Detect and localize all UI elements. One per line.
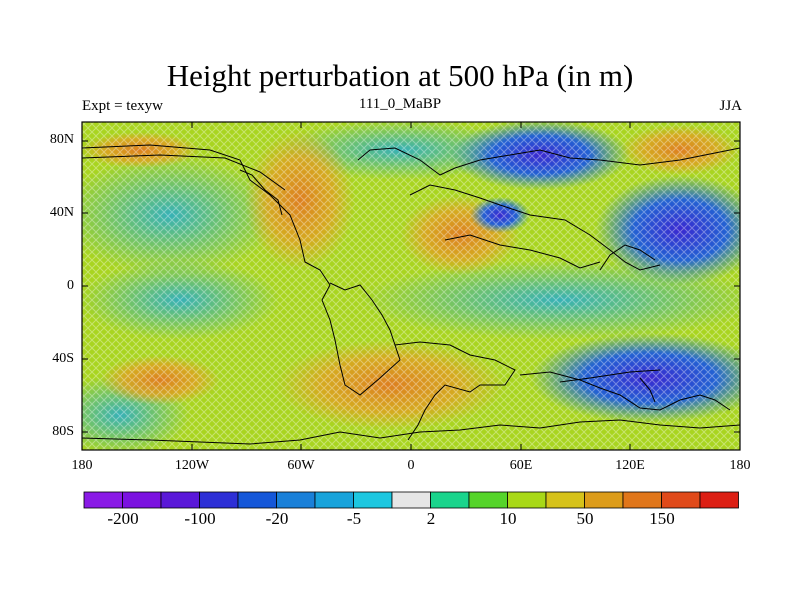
lat-tick-0: 0 — [67, 278, 74, 293]
colorbar-swatch — [199, 491, 239, 509]
lon-tick-120e: 120E — [615, 458, 645, 473]
map-field — [82, 122, 740, 450]
axis-ticks — [82, 122, 740, 450]
lon-tick-180w: 180 — [71, 458, 93, 473]
lon-tick-180e: 180 — [729, 458, 751, 473]
lat-tick-80n: 80N — [49, 132, 74, 147]
colorbar-swatch — [584, 491, 624, 509]
colorbar-swatch — [430, 491, 470, 509]
lat-tick-40s: 40S — [52, 351, 74, 366]
lon-tick-60w: 60W — [287, 458, 315, 473]
experiment-label: Expt = texyw — [82, 98, 163, 114]
colorbar-swatch — [83, 491, 123, 509]
colorbar-swatch — [468, 491, 508, 509]
colorbar-swatch — [545, 491, 585, 509]
colorbar-label: 2 — [426, 509, 436, 528]
colorbar-label: -200 — [107, 509, 139, 528]
colorbar-swatch — [353, 491, 393, 509]
colorbar-swatch — [622, 491, 662, 509]
lon-tick-120w: 120W — [174, 458, 210, 473]
lon-tick-0: 0 — [407, 458, 415, 473]
colorbar-label: -20 — [265, 509, 289, 528]
colorbar-swatch — [661, 491, 701, 509]
colorbar-label: -5 — [346, 509, 362, 528]
colorbar-swatch — [160, 491, 200, 509]
period-label: 111_0_MaBP — [358, 96, 442, 112]
colorbar — [83, 491, 739, 509]
map-title: Height perturbation at 500 hPa (in m) — [166, 58, 634, 93]
colorbar-swatch — [699, 491, 739, 509]
colorbar-swatch — [314, 491, 354, 509]
colorbar-swatch — [122, 491, 162, 509]
colorbar-label: 50 — [576, 509, 594, 528]
colorbar-swatch — [507, 491, 547, 509]
lat-tick-80s: 80S — [52, 424, 74, 439]
coastline — [82, 144, 740, 445]
colorbar-label: 150 — [649, 509, 675, 528]
colorbar-label: 10 — [499, 509, 517, 528]
colorbar-swatch — [237, 491, 277, 509]
colorbar-label: -100 — [184, 509, 216, 528]
colorbar-swatch — [276, 491, 316, 509]
lat-tick-40n: 40N — [49, 205, 74, 220]
lon-tick-60e: 60E — [509, 458, 533, 473]
season-label: JJA — [719, 98, 742, 114]
colorbar-swatch — [391, 491, 431, 509]
